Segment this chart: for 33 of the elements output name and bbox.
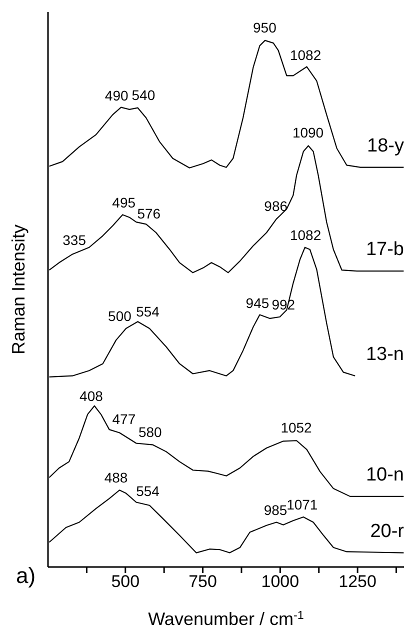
annotation: 950: [253, 19, 277, 36]
annotation: 490: [104, 87, 129, 104]
x-axis-title: Wavenumber / cm$^{-1}$: [148, 608, 304, 629]
annotation: 335: [62, 232, 86, 248]
x-tick-label: 1250: [338, 572, 376, 592]
x-tick-label: 1000: [261, 572, 300, 592]
annotation: 495: [112, 194, 136, 210]
annotation: 576: [137, 205, 161, 222]
annotation: 985: [264, 502, 288, 518]
x-tick-label: 500: [111, 572, 140, 592]
text: a): [16, 563, 36, 589]
annotation: 945: [246, 294, 270, 311]
annotation: 1082: [290, 226, 322, 243]
series-label: 18-y: [367, 135, 404, 156]
series-label: 17-b: [366, 239, 404, 260]
annotation: 580: [138, 424, 162, 440]
annotation: 1082: [290, 46, 322, 63]
annotation: 540: [132, 86, 156, 103]
annotation: 986: [264, 198, 288, 214]
y-axis-title: Raman Intensity: [8, 224, 28, 355]
annotation: 408: [80, 388, 104, 404]
series-label: 10-n: [366, 464, 404, 486]
annotation: 1052: [280, 420, 312, 436]
series-label: 13-n: [366, 344, 404, 365]
annotation: 554: [136, 482, 160, 499]
annotation: 1090: [292, 124, 324, 141]
x-tick-label: 750: [188, 572, 217, 592]
annotation: 488: [104, 470, 128, 486]
annotation: 477: [112, 411, 136, 428]
annotation: 1071: [286, 496, 318, 513]
annotation: 500: [108, 308, 132, 324]
series-label: 20-r: [370, 520, 405, 542]
annotation: 554: [136, 303, 160, 320]
